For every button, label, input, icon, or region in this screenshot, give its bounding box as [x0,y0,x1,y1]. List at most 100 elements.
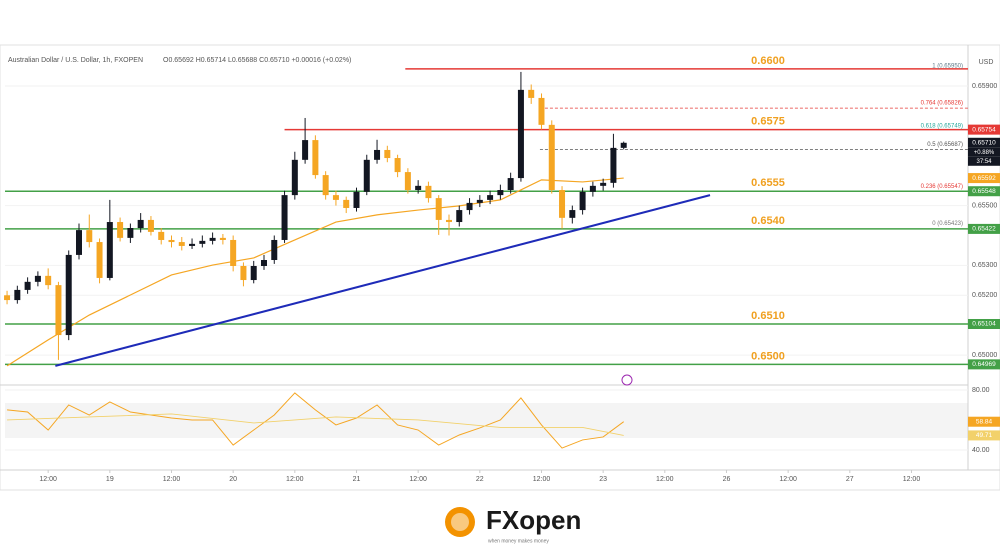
candle [168,235,175,248]
candle-body [302,140,309,160]
price-tag-box [968,359,1000,370]
candle-body [96,242,103,278]
candle-body [106,222,113,278]
price-tag-label: 0.64969 [972,361,996,368]
candle [75,223,82,260]
x-tick-label: 12:00 [163,476,181,483]
candle-body [230,239,237,266]
candle [332,190,339,206]
candle [291,151,298,200]
candle [322,171,329,200]
candle-body [404,172,411,191]
candle [425,181,432,203]
candle-body [374,149,381,160]
price-tag-box [968,416,1000,427]
candle-body [250,265,257,281]
candle [487,190,494,205]
candle-body [600,182,607,186]
level-label: 0.6555 [751,177,785,189]
candle [363,154,370,196]
x-tick-label: 22 [476,476,484,483]
candle [404,168,411,194]
x-tick-label: 12:00 [656,476,674,483]
candle-body [343,199,350,208]
level-label: 0.6540 [751,215,785,227]
y-tick-label: 80.00 [972,387,990,394]
price-tag: 0.64969 [968,359,1000,370]
candle-body [117,222,124,238]
candle-body [240,265,247,281]
price-tag: 0.65422 [968,223,1000,234]
candle-body [487,195,494,200]
candle-body [353,191,360,208]
candle [55,281,62,360]
price-tag-box [968,173,1000,184]
candle [199,235,206,248]
logo: FXopen when money makes money [445,505,581,544]
price-tag-label: 0.65104 [972,321,996,328]
fib-label: 0.618 (0.65749) [921,124,963,130]
price-tag-box [968,318,1000,329]
rsi-line [7,392,625,449]
price-tag-box [968,137,1000,148]
x-tick-label: 19 [106,476,114,483]
price-tag-box [968,186,1000,197]
ohlc-text: O0.65692 H0.65714 L0.65688 C0.65710 +0.0… [163,57,351,64]
candle-body [579,191,586,211]
price-tag-sub-box [968,156,1000,166]
candle-body [189,243,196,246]
candle [127,223,134,243]
candle [178,236,185,251]
price-tag-label: 0.65422 [972,226,996,233]
candle-body [517,89,524,179]
price-tag-sub-box [968,147,1000,157]
candle-body [456,210,463,223]
candle [96,238,103,284]
candle [517,71,524,182]
price-tag: 49.71 [968,430,1000,441]
candle [137,213,144,233]
candle-body [538,97,545,125]
candle-body [260,260,267,266]
candle-body [137,219,144,229]
candle-body [291,159,298,196]
event-icon[interactable] [621,374,633,386]
candle-body [435,198,442,220]
candle-body [55,285,62,336]
price-tag-box [968,124,1000,135]
candle [260,254,267,270]
candle [620,141,627,150]
candle [209,232,216,245]
currency: USD [979,59,994,66]
fib-label: 0.236 (0.65547) [921,184,963,190]
candle [548,120,555,194]
candle-body [178,242,185,246]
candle [353,187,360,212]
candle-body [559,190,566,218]
candle-body [147,219,154,232]
level-label: 0.6510 [751,310,785,322]
candle-body [219,237,226,240]
x-tick-label: 27 [846,476,854,483]
candle-body [271,239,278,261]
candle [456,205,463,227]
price-tag: 0.65104 [968,318,1000,329]
moving-average [6,177,624,367]
price-tag-label: 58.84 [976,418,993,425]
candle [302,117,309,164]
candle [579,187,586,215]
candle-body [322,175,329,196]
x-tick-label: 20 [229,476,237,483]
candle [65,250,72,341]
candle-body [507,178,514,191]
candle [528,84,535,104]
candle-body [127,228,134,238]
candle [445,214,452,236]
y-tick-label: 0.65500 [972,202,997,209]
candle-body [45,275,52,286]
candle-body [548,124,555,191]
y-tick-label: 40.00 [972,447,990,454]
logo-icon-inner [451,513,469,531]
logo-name: FXopen [486,505,581,535]
